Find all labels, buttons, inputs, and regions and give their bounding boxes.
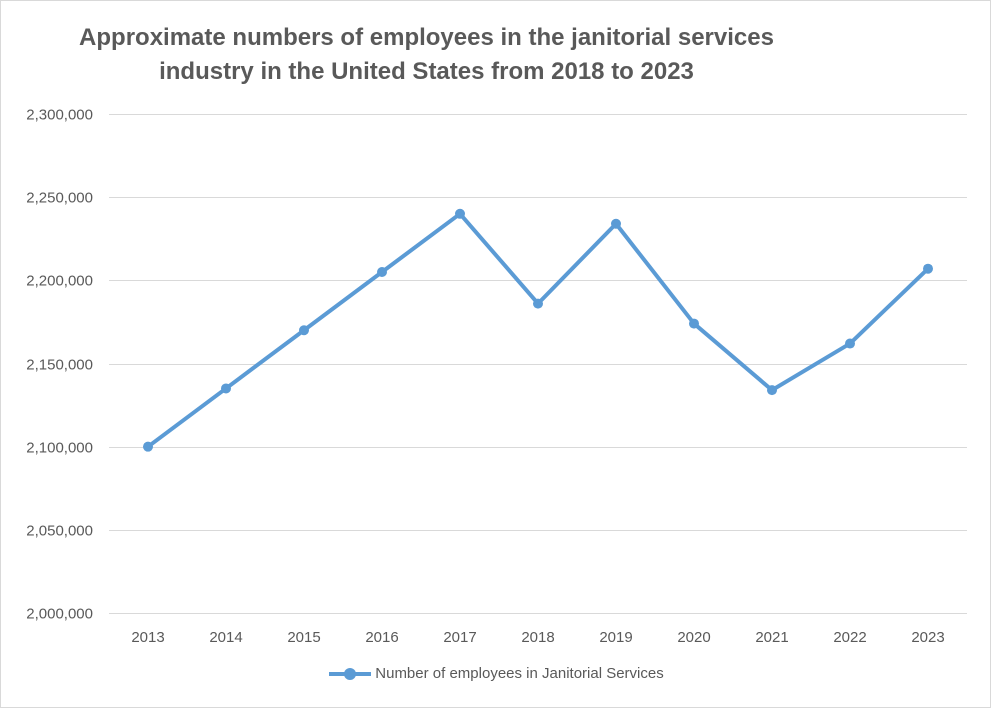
x-tick-label: 2015 — [287, 629, 320, 646]
y-tick-label: 2,200,000 — [26, 273, 93, 290]
x-tick-label: 2021 — [755, 629, 788, 646]
data-point — [299, 325, 309, 336]
y-tick-label: 2,050,000 — [26, 523, 93, 540]
data-point — [533, 298, 543, 309]
data-point — [455, 208, 465, 219]
x-tick-label: 2018 — [521, 629, 554, 646]
data-point — [143, 441, 153, 452]
x-tick-label: 2014 — [209, 629, 242, 646]
x-axis-tick-labels: 2013 2014 2015 2016 2017 2018 2019 2020 2021 2022… — [131, 629, 944, 646]
legend: Number of employees in Janitorial Servic… — [1, 665, 991, 684]
y-tick-label: 2,100,000 — [26, 440, 93, 457]
series-line — [146, 211, 930, 449]
x-tick-label: 2013 — [131, 629, 164, 646]
y-tick-label: 2,250,000 — [26, 190, 93, 207]
data-point — [845, 338, 855, 349]
series-group — [143, 208, 933, 452]
chart-title: Approximate numbers of employees in the … — [1, 21, 991, 89]
data-point — [923, 263, 933, 274]
x-tick-label: 2023 — [911, 629, 944, 646]
chart-title-line-2: industry in the United States from 2018 … — [159, 58, 694, 85]
x-tick-label: 2017 — [443, 629, 476, 646]
data-point — [767, 385, 777, 396]
gridlines — [109, 114, 967, 614]
legend-line-marker-icon — [329, 667, 372, 680]
x-tick-label: 2016 — [365, 629, 398, 646]
x-tick-label: 2019 — [599, 629, 632, 646]
data-point — [611, 218, 621, 229]
y-tick-label: 2,000,000 — [26, 606, 93, 623]
x-tick-label: 2020 — [677, 629, 710, 646]
legend-entry: Number of employees in Janitorial Servic… — [329, 665, 664, 682]
data-point — [221, 383, 231, 394]
x-tick-label: 2022 — [833, 629, 866, 646]
chart-title-line-1: Approximate numbers of employees in the … — [79, 24, 774, 51]
y-axis-tick-labels: 2,000,000 2,050,000 2,100,000 2,150,000 2,20… — [26, 107, 93, 623]
data-point — [377, 267, 387, 278]
y-tick-label: 2,300,000 — [26, 107, 93, 124]
legend-label: Number of employees in Janitorial Servic… — [375, 665, 664, 682]
y-tick-label: 2,150,000 — [26, 357, 93, 374]
data-point — [689, 318, 699, 329]
